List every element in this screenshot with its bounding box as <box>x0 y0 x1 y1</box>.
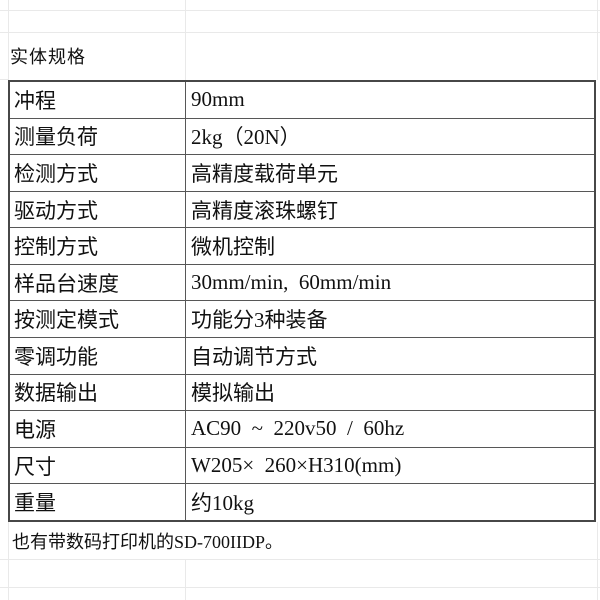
spec-label: 数据输出 <box>10 374 186 411</box>
table-row: 样品台速度 30mm/min, 60mm/min <box>10 263 594 301</box>
spec-value: AC90 ~ 220v50 / 60hz <box>191 416 405 441</box>
spec-value: 约10kg <box>191 491 254 516</box>
gridline-horizontal <box>0 32 600 33</box>
section-title: 实体规格 <box>10 46 86 67</box>
spec-value: 模拟输出 <box>191 381 275 406</box>
spec-table: 冲程 90mm 测量负荷 2kg（20N） 检测方式 高精度载荷单元 驱动方式 … <box>8 80 596 522</box>
gridline-vertical <box>597 0 598 80</box>
table-row: 驱动方式 高精度滚珠螺钉 <box>10 190 594 228</box>
table-row: 重量 约10kg <box>10 483 594 520</box>
spec-label: 检测方式 <box>10 155 186 191</box>
table-row: 控制方式 微机控制 <box>10 227 594 264</box>
table-row: 零调功能 自动调节方式 <box>10 337 594 374</box>
spec-value: 90mm <box>191 87 245 112</box>
spec-label: 测量负荷 <box>10 118 186 155</box>
gridline-vertical <box>185 559 186 600</box>
spec-label: 样品台速度 <box>10 264 186 301</box>
gridline-vertical <box>8 522 9 600</box>
spec-label: 重量 <box>10 484 186 520</box>
gridline-horizontal <box>0 79 8 80</box>
spec-value: 功能分3种装备 <box>191 308 328 333</box>
table-row: 冲程 90mm <box>10 82 594 118</box>
spec-label: 电源 <box>10 411 186 447</box>
spec-label: 零调功能 <box>10 338 186 374</box>
gridline-vertical <box>185 0 186 80</box>
spec-value: 高精度滚珠螺钉 <box>191 198 338 223</box>
spec-label: 控制方式 <box>10 228 186 264</box>
spec-value: W205× 260×H310(mm) <box>191 453 402 478</box>
spec-label: 冲程 <box>10 82 186 118</box>
table-row: 电源 AC90 ~ 220v50 / 60hz <box>10 410 594 447</box>
spec-value: 30mm/min, 60mm/min <box>191 270 392 295</box>
spec-label: 按测定模式 <box>10 301 186 338</box>
spec-label: 驱动方式 <box>10 191 186 228</box>
gridline-vertical <box>597 522 598 600</box>
spec-label: 尺寸 <box>10 447 186 484</box>
gridline-vertical <box>8 0 9 80</box>
spec-value: 高精度载荷单元 <box>191 161 338 186</box>
table-row: 检测方式 高精度载荷单元 <box>10 154 594 191</box>
spec-value: 自动调节方式 <box>191 344 317 369</box>
gridline-horizontal <box>0 10 600 11</box>
gridline-horizontal <box>0 587 600 588</box>
spec-value: 2kg（20N） <box>191 125 301 150</box>
table-row: 数据输出 模拟输出 <box>10 373 594 411</box>
table-row: 测量负荷 2kg（20N） <box>10 117 594 155</box>
table-row: 尺寸 W205× 260×H310(mm) <box>10 446 594 484</box>
footnote-text: 也有带数码打印机的SD-700IIDP。 <box>12 532 284 552</box>
table-row: 按测定模式 功能分3种装备 <box>10 300 594 338</box>
gridline-horizontal <box>0 559 600 560</box>
spec-value: 微机控制 <box>191 235 275 260</box>
